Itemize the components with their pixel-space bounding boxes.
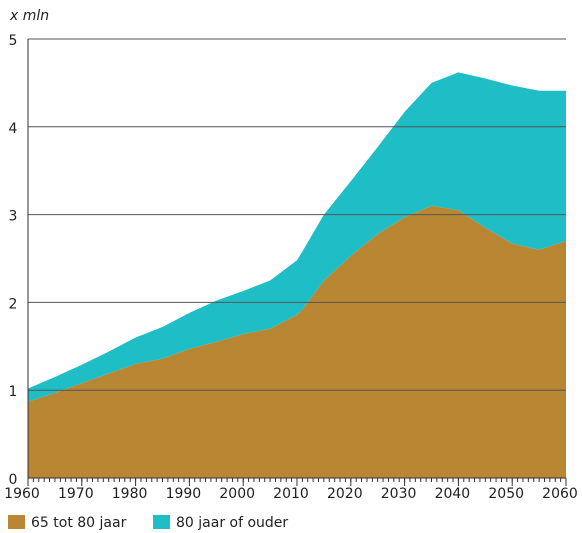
x-tick-label: 2000 bbox=[219, 486, 255, 502]
y-tick-label: 4 bbox=[9, 121, 18, 137]
y-tick-label: 0 bbox=[9, 472, 18, 488]
legend-label: 65 tot 80 jaar bbox=[31, 515, 127, 531]
legend-label: 80 jaar of ouder bbox=[176, 515, 288, 531]
area bbox=[28, 205, 566, 478]
y-tick-label: 3 bbox=[9, 209, 18, 225]
x-tick-label: 1990 bbox=[166, 486, 202, 502]
x-tick-label: 2030 bbox=[381, 486, 417, 502]
y-tick-label: 5 bbox=[9, 33, 18, 49]
area bbox=[28, 72, 566, 402]
y-tick-label: 2 bbox=[9, 296, 18, 312]
x-tick-label: 1980 bbox=[112, 486, 148, 502]
y-tick-label: 1 bbox=[9, 384, 18, 400]
x-tick-label: 2020 bbox=[327, 486, 363, 502]
x-tick-label: 1970 bbox=[58, 486, 94, 502]
x-tick-label: 1960 bbox=[4, 486, 40, 502]
x-tick-label: 2010 bbox=[273, 486, 309, 502]
x-tick-label: 2040 bbox=[435, 486, 471, 502]
x-tick-label: 2050 bbox=[488, 486, 524, 502]
y-axis-label: x mln bbox=[9, 8, 49, 24]
legend-swatch bbox=[8, 515, 25, 529]
x-tick-label: 2060 bbox=[542, 486, 578, 502]
legend-swatch bbox=[153, 515, 170, 529]
